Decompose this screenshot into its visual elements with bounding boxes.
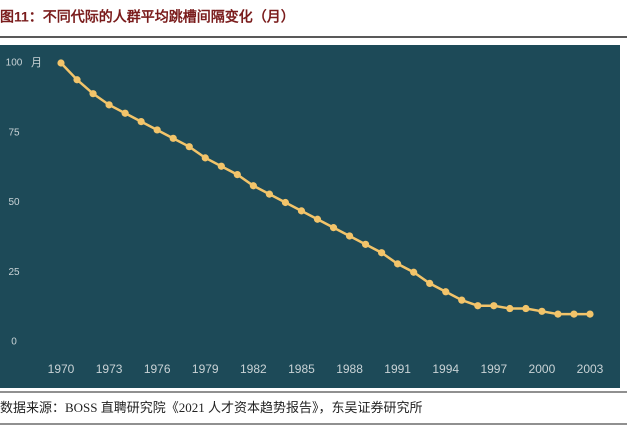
point (265, 190, 273, 198)
point (233, 171, 241, 179)
point (89, 90, 97, 98)
x-tick-label: 1997 (480, 362, 507, 376)
point (586, 310, 594, 318)
y-tick-label: 0 (11, 337, 17, 348)
point (329, 224, 338, 232)
point (474, 302, 482, 310)
y-tick-label: 50 (8, 197, 20, 208)
x-tick-label: 1988 (336, 362, 363, 376)
point (361, 240, 370, 248)
point (217, 162, 225, 170)
series-line (60, 62, 590, 316)
y-tick-label: 100 (6, 58, 23, 69)
point (458, 296, 466, 304)
point (506, 304, 514, 313)
y-tick-label: 25 (8, 267, 20, 278)
point (185, 143, 193, 151)
y-tick-label: 75 (8, 127, 20, 138)
x-tick-label: 1991 (384, 362, 411, 376)
x-tick-label: 1979 (192, 362, 219, 376)
point (522, 304, 530, 313)
x-tick-label: 1976 (144, 362, 171, 376)
y-unit: 月 (31, 57, 42, 69)
chart-title: 图11：不同代际的人群平均跳槽间隔变化（月） (0, 9, 295, 25)
point (137, 117, 145, 126)
point (73, 76, 81, 84)
point (378, 249, 386, 257)
point (394, 260, 402, 268)
x-tick-label: 1985 (288, 362, 315, 376)
point (538, 307, 546, 315)
x-tick-label: 1994 (432, 362, 459, 376)
point (297, 207, 306, 215)
point (169, 134, 177, 142)
point (426, 279, 434, 288)
x-tick-label: 1982 (240, 362, 267, 376)
point (345, 232, 354, 240)
point (121, 109, 129, 117)
point (410, 268, 418, 276)
point (249, 182, 257, 190)
point (442, 288, 450, 296)
point (153, 126, 161, 134)
point (570, 310, 578, 318)
x-tick-label: 2000 (529, 362, 556, 376)
point (554, 310, 562, 318)
x-tick-label: 1973 (96, 362, 123, 376)
point (105, 101, 113, 109)
point (313, 215, 322, 223)
source-note: 数据来源：BOSS 直聘研究院《2021 人才资本趋势报告》，东吴证券研究所 (0, 400, 423, 415)
point (281, 198, 290, 207)
point (57, 59, 65, 67)
point (490, 302, 498, 310)
point (201, 154, 209, 162)
x-tick-label: 1970 (48, 362, 75, 376)
x-tick-label: 2003 (577, 362, 604, 376)
